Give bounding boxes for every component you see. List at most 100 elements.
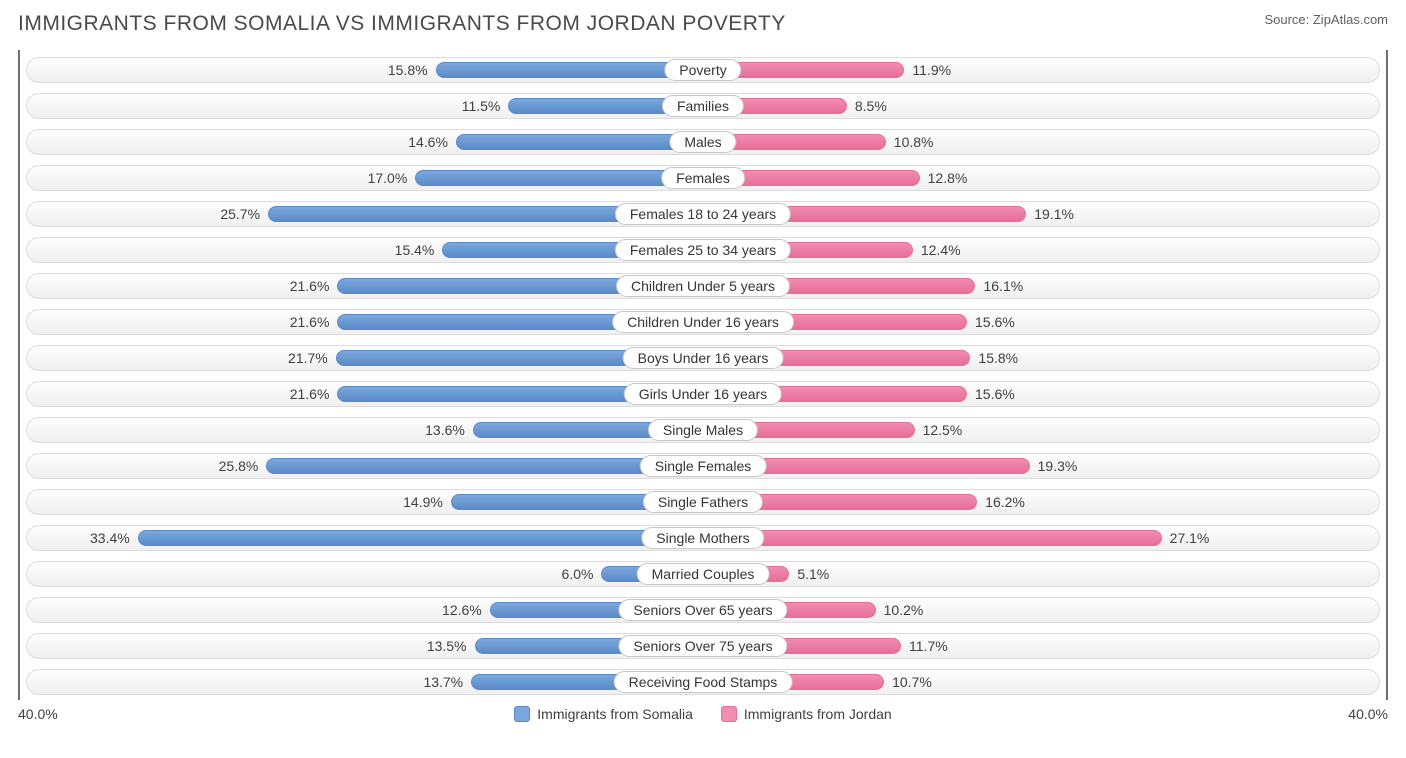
chart-row: 14.9% 16.2% Single Fathers bbox=[20, 486, 1386, 518]
right-half: 12.4% bbox=[703, 234, 1380, 266]
left-value-label: 15.8% bbox=[380, 62, 436, 78]
right-value-label: 16.1% bbox=[975, 278, 1031, 294]
left-half: 13.5% bbox=[26, 630, 703, 662]
right-half: 10.2% bbox=[703, 594, 1380, 626]
row-category-label: Single Fathers bbox=[643, 491, 763, 513]
row-category-label: Seniors Over 65 years bbox=[618, 599, 787, 621]
left-value-label: 21.6% bbox=[282, 386, 338, 402]
chart-row: 14.6% 10.8% Males bbox=[20, 126, 1386, 158]
row-category-label: Poverty bbox=[664, 59, 741, 81]
header: IMMIGRANTS FROM SOMALIA VS IMMIGRANTS FR… bbox=[18, 12, 1388, 36]
chart-row: 13.6% 12.5% Single Males bbox=[20, 414, 1386, 446]
row-category-label: Females bbox=[661, 167, 745, 189]
legend-item-somalia: Immigrants from Somalia bbox=[514, 706, 693, 722]
right-bar bbox=[703, 530, 1162, 546]
left-half: 11.5% bbox=[26, 90, 703, 122]
row-category-label: Females 18 to 24 years bbox=[615, 203, 791, 225]
left-value-label: 13.5% bbox=[419, 638, 475, 654]
chart-row: 15.4% 12.4% Females 25 to 34 years bbox=[20, 234, 1386, 266]
left-half: 13.6% bbox=[26, 414, 703, 446]
row-category-label: Children Under 16 years bbox=[612, 311, 794, 333]
left-bar bbox=[138, 530, 703, 546]
left-half: 21.6% bbox=[26, 270, 703, 302]
left-value-label: 14.6% bbox=[400, 134, 456, 150]
right-value-label: 15.8% bbox=[970, 350, 1026, 366]
left-bar bbox=[436, 62, 703, 78]
left-value-label: 21.6% bbox=[282, 278, 338, 294]
right-half: 15.8% bbox=[703, 342, 1380, 374]
row-category-label: Boys Under 16 years bbox=[623, 347, 784, 369]
chart-row: 12.6% 10.2%Seniors Over 65 years bbox=[20, 594, 1386, 626]
chart-row: 13.7% 10.7% Receiving Food Stamps bbox=[20, 666, 1386, 698]
right-value-label: 11.9% bbox=[904, 62, 959, 78]
right-value-label: 19.1% bbox=[1026, 206, 1082, 222]
chart-row: 21.6%15.6%Girls Under 16 years bbox=[20, 378, 1386, 410]
row-category-label: Single Males bbox=[648, 419, 758, 441]
right-value-label: 27.1% bbox=[1162, 530, 1218, 546]
right-value-label: 11.7% bbox=[901, 638, 956, 654]
left-bar bbox=[415, 170, 703, 186]
left-value-label: 25.7% bbox=[212, 206, 268, 222]
left-value-label: 14.9% bbox=[395, 494, 451, 510]
row-category-label: Single Mothers bbox=[641, 527, 764, 549]
right-value-label: 15.6% bbox=[967, 386, 1023, 402]
left-value-label: 33.4% bbox=[82, 530, 138, 546]
right-half: 12.8% bbox=[703, 162, 1380, 194]
left-half: 12.6% bbox=[26, 594, 703, 626]
right-half: 12.5% bbox=[703, 414, 1380, 446]
left-value-label: 11.5% bbox=[454, 98, 509, 114]
right-half: 8.5% bbox=[703, 90, 1380, 122]
right-half: 10.7% bbox=[703, 666, 1380, 698]
row-category-label: Males bbox=[669, 131, 736, 153]
axis-max-left: 40.0% bbox=[18, 706, 58, 722]
legend-label: Immigrants from Jordan bbox=[744, 706, 892, 722]
row-category-label: Females 25 to 34 years bbox=[615, 239, 791, 261]
legend-label: Immigrants from Somalia bbox=[537, 706, 693, 722]
left-value-label: 6.0% bbox=[554, 566, 602, 582]
row-category-label: Receiving Food Stamps bbox=[614, 671, 793, 693]
row-category-label: Children Under 5 years bbox=[616, 275, 790, 297]
right-half: 5.1% bbox=[703, 558, 1380, 590]
chart-title: IMMIGRANTS FROM SOMALIA VS IMMIGRANTS FR… bbox=[18, 12, 786, 36]
axis-max-right: 40.0% bbox=[1348, 706, 1388, 722]
right-half: 15.6% bbox=[703, 378, 1380, 410]
right-value-label: 16.2% bbox=[977, 494, 1033, 510]
left-half: 13.7% bbox=[26, 666, 703, 698]
left-half: 25.7% bbox=[26, 198, 703, 230]
right-half: 11.9% bbox=[703, 54, 1380, 86]
chart-row: 17.0% 12.8%Females bbox=[20, 162, 1386, 194]
chart-row: 11.5%8.5%Families bbox=[20, 90, 1386, 122]
right-value-label: 12.5% bbox=[915, 422, 971, 438]
right-value-label: 10.8% bbox=[886, 134, 942, 150]
chart-footer: 40.0% Immigrants from Somalia Immigrants… bbox=[18, 706, 1388, 722]
left-half: 21.6% bbox=[26, 306, 703, 338]
chart-row: 21.6% 15.6%Children Under 16 years bbox=[20, 306, 1386, 338]
right-half: 27.1% bbox=[703, 522, 1380, 554]
left-half: 14.6% bbox=[26, 126, 703, 158]
left-value-label: 21.6% bbox=[282, 314, 338, 330]
left-half: 14.9% bbox=[26, 486, 703, 518]
right-value-label: 10.7% bbox=[884, 674, 940, 690]
left-bar bbox=[456, 134, 703, 150]
left-value-label: 25.8% bbox=[211, 458, 267, 474]
chart-row: 6.0%5.1%Married Couples bbox=[20, 558, 1386, 590]
right-value-label: 5.1% bbox=[789, 566, 837, 582]
left-value-label: 17.0% bbox=[360, 170, 416, 186]
right-half: 15.6% bbox=[703, 306, 1380, 338]
left-bar bbox=[266, 458, 703, 474]
chart-row: 21.7% 15.8% Boys Under 16 years bbox=[20, 342, 1386, 374]
right-value-label: 8.5% bbox=[847, 98, 895, 114]
row-category-label: Seniors Over 75 years bbox=[618, 635, 787, 657]
left-value-label: 13.7% bbox=[415, 674, 471, 690]
left-half: 17.0% bbox=[26, 162, 703, 194]
left-value-label: 15.4% bbox=[387, 242, 443, 258]
chart-row: 13.5% 11.7% Seniors Over 75 years bbox=[20, 630, 1386, 662]
right-half: 16.1% bbox=[703, 270, 1380, 302]
right-value-label: 19.3% bbox=[1030, 458, 1086, 474]
left-value-label: 12.6% bbox=[434, 602, 490, 618]
left-value-label: 21.7% bbox=[280, 350, 336, 366]
right-value-label: 12.4% bbox=[913, 242, 969, 258]
left-half: 25.8% bbox=[26, 450, 703, 482]
left-half: 6.0% bbox=[26, 558, 703, 590]
right-half: 16.2% bbox=[703, 486, 1380, 518]
